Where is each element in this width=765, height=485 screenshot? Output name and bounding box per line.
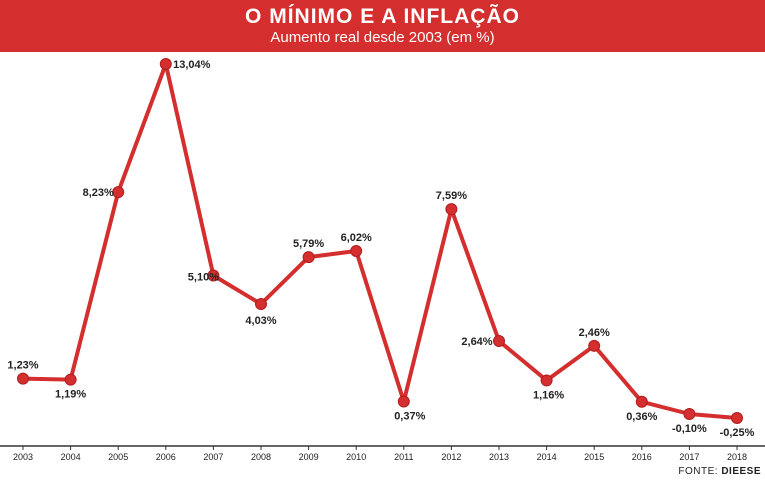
data-label: 5,79% [293, 238, 324, 250]
source-name: DIEESE [721, 466, 761, 477]
x-tick-label: 2007 [203, 452, 223, 462]
x-tick-label: 2016 [632, 452, 652, 462]
x-tick-label: 2013 [489, 452, 509, 462]
x-tick-label: 2006 [156, 452, 176, 462]
data-labels: 1,23% 1,19% 8,23% 13,04% 5,10% 4,03% 5,79% 6,02… [7, 59, 754, 439]
x-tick-label: 2010 [346, 452, 366, 462]
data-label: 13,04% [173, 59, 211, 71]
data-label: 2,46% [579, 327, 610, 339]
data-label: 6,02% [341, 232, 372, 244]
x-tick-label: 2011 [394, 452, 413, 462]
data-point [588, 339, 601, 352]
data-label: 1,19% [55, 389, 86, 401]
series-line [21, 62, 739, 420]
data-point [445, 203, 458, 216]
data-label: 4,03% [245, 315, 276, 327]
source-prefix: FONTE: [678, 466, 719, 477]
x-tick-label: 2004 [61, 452, 81, 462]
data-label: 0,36% [626, 411, 657, 423]
data-label: 2,64% [461, 336, 492, 348]
data-label: 8,23% [83, 187, 114, 199]
data-label: 5,10% [188, 271, 219, 283]
data-point [683, 408, 696, 421]
chart-title: O MÍNIMO E A INFLAÇÃO [245, 5, 520, 28]
x-tick-label: 2015 [584, 452, 604, 462]
x-tick-label: 2018 [727, 452, 747, 462]
data-point [17, 372, 29, 385]
data-point [493, 335, 505, 348]
x-tick-label: 2014 [537, 452, 557, 462]
data-point [397, 395, 410, 408]
series-line-layer [21, 62, 739, 420]
x-tick-label: 2008 [251, 452, 271, 462]
data-point [255, 297, 267, 310]
x-tick-label: 2009 [299, 452, 319, 462]
data-label: 1,16% [533, 389, 564, 401]
source-credit: FONTE: DIEESE [678, 466, 761, 477]
data-point [350, 244, 363, 257]
data-point [731, 412, 743, 424]
x-tick-label: 2012 [441, 452, 461, 462]
chart-subtitle: Aumento real desde 2003 (em %) [270, 29, 495, 46]
data-point [159, 58, 172, 70]
data-label: -0,10% [672, 423, 707, 435]
x-tick-label: 2005 [108, 452, 128, 462]
data-point [112, 186, 125, 199]
x-axis: 2003 2004 2005 2006 2007 2008 2009 2010 2011 2012… [0, 445, 765, 462]
title-banner: O MÍNIMO E A INFLAÇÃO Aumento real desde… [0, 0, 765, 52]
data-point [635, 395, 648, 408]
data-label: 1,23% [7, 360, 38, 372]
data-point [207, 269, 220, 282]
x-tick-label: 2003 [13, 452, 33, 462]
data-points [17, 58, 743, 424]
x-tick-label: 2017 [679, 452, 699, 462]
data-point [302, 251, 315, 264]
data-point [540, 374, 553, 387]
data-label: -0,25% [720, 427, 755, 439]
data-label: 7,59% [436, 190, 467, 202]
data-point [64, 373, 77, 386]
data-label: 0,37% [394, 410, 425, 422]
